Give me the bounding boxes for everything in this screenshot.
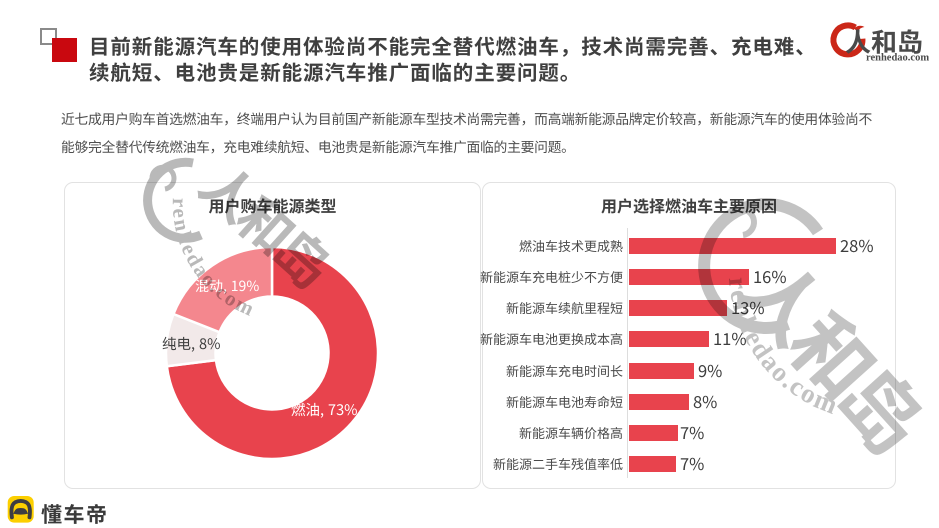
svg-text:renhedao.com: renhedao.com [866,53,929,64]
svg-text:人和岛: 人和岛 [845,23,923,60]
